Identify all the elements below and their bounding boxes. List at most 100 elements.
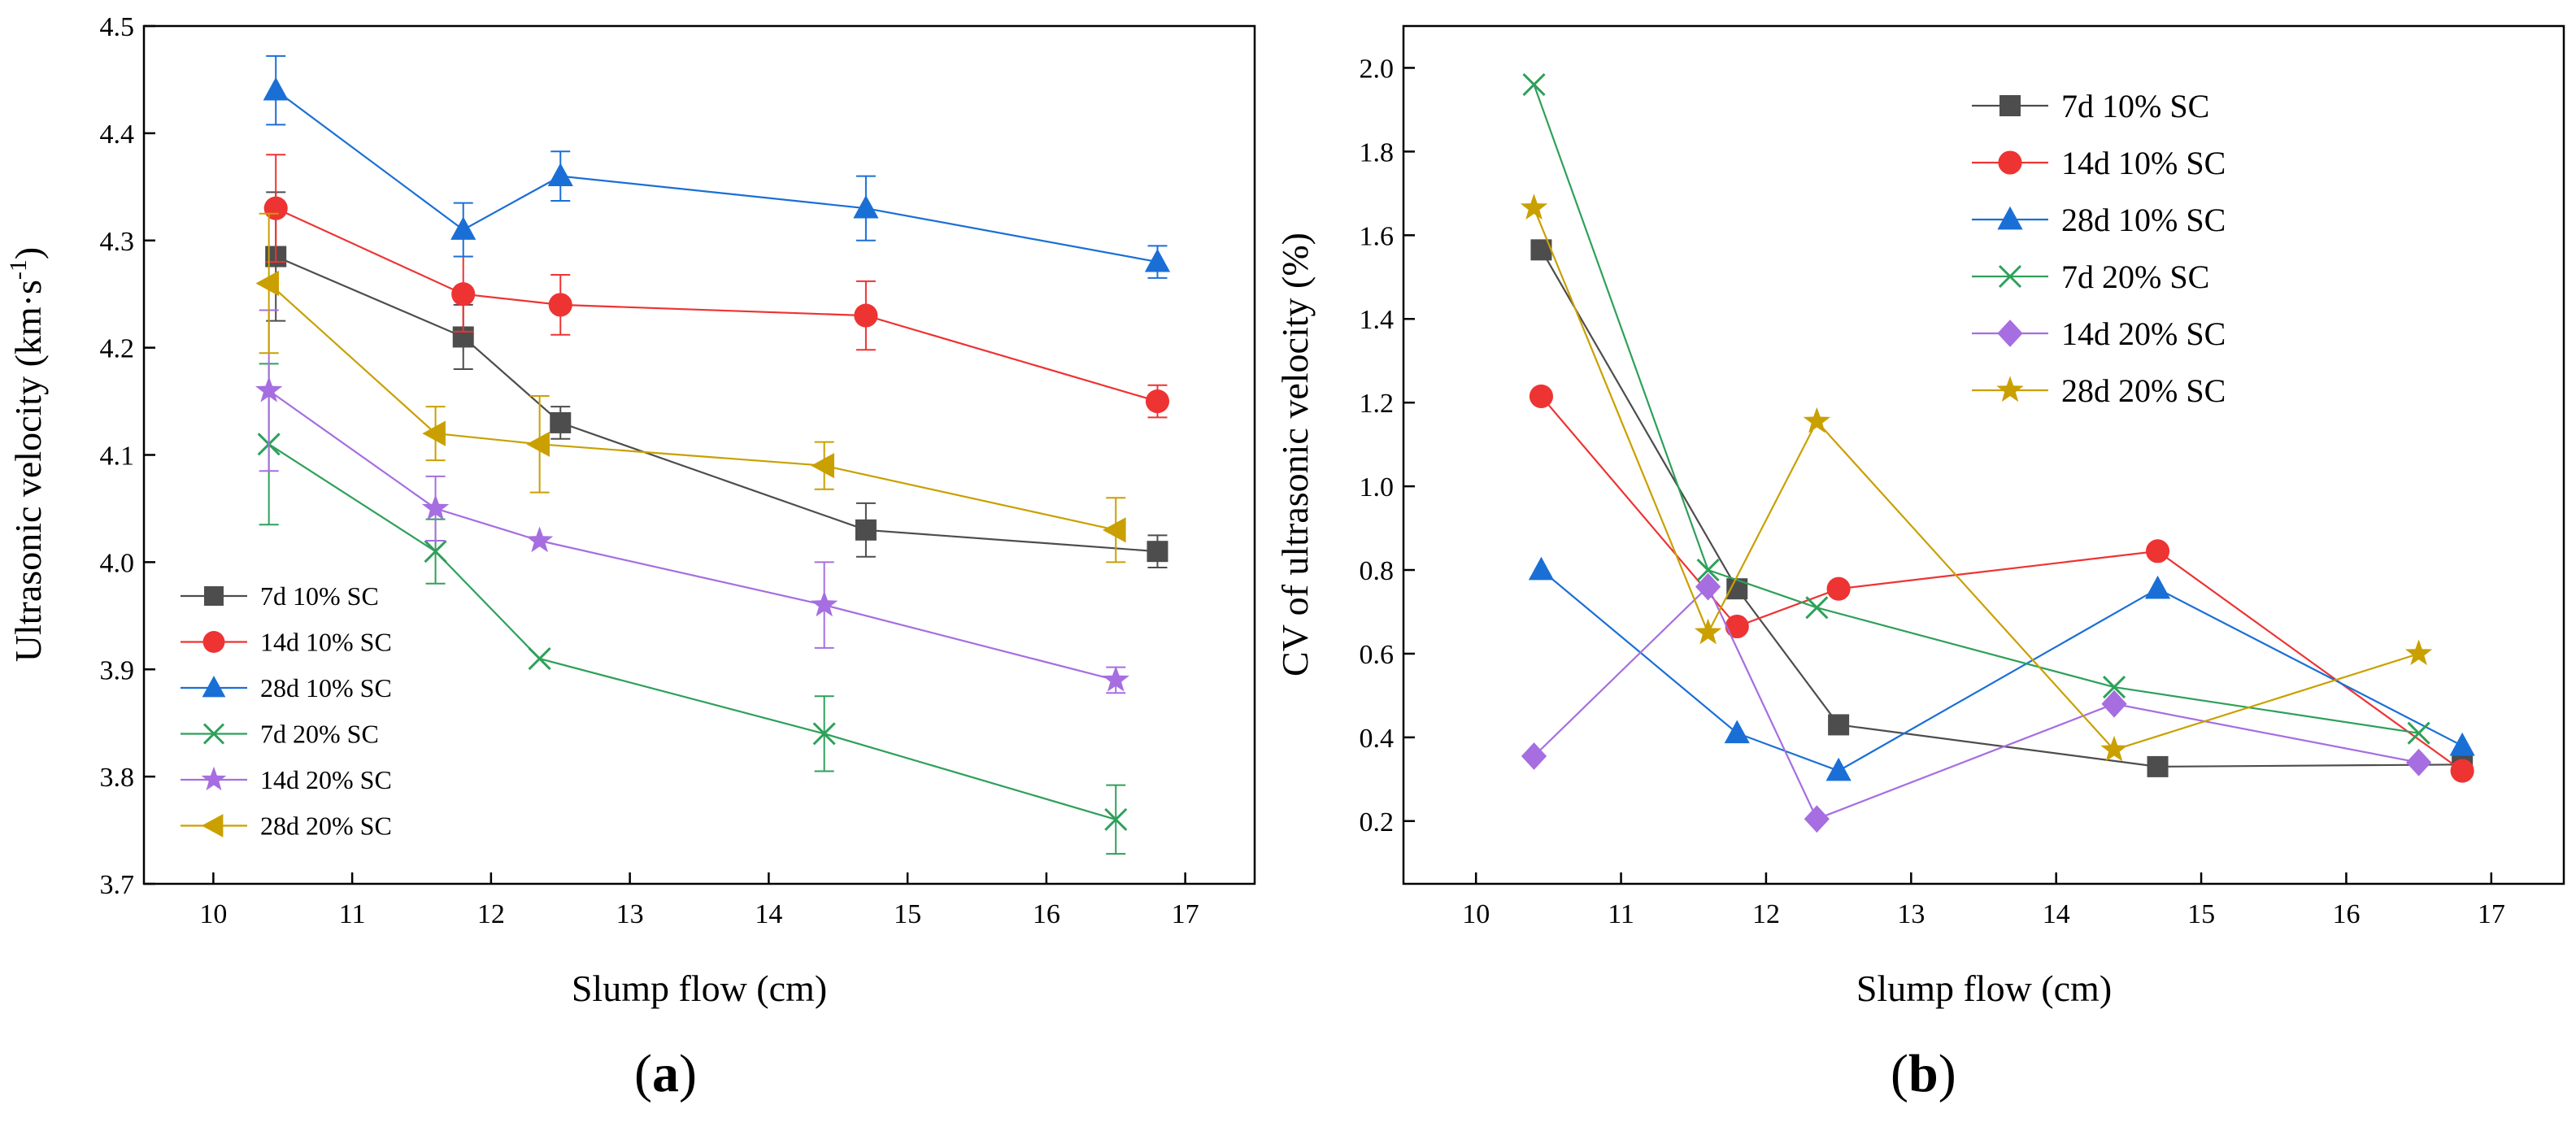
panel-a-point-7d-20pct-sc [812, 722, 836, 746]
panel-b-line-7d-20pct-sc [1533, 84, 2419, 734]
panel-b-x-tick-label: 15 [2187, 899, 2215, 929]
panel-b-y-axis-title: CV of ultrasonic velocity (%) [1274, 233, 1316, 676]
panel-a-y-tick-label: 3.7 [100, 870, 135, 900]
panel-b-line-28d-20pct-sc [1533, 207, 2419, 751]
panel-a-series-14d-20pct-sc [255, 309, 1129, 694]
panel-b-legend-label-14d-10pct-sc: 14d 10% SC [2061, 145, 2226, 181]
panel-a-legend-label-14d-20pct-sc: 14d 20% SC [260, 765, 392, 794]
panel-a-x-tick-label: 13 [616, 899, 644, 929]
panel-a-legend-label-28d-10pct-sc: 28d 10% SC [260, 673, 392, 703]
panel-a-chart: 3.7 3.8 3.9 4.0 4.1 4.2 4.3 4.4 4.5 10 11 12 13 14 15… [5, 12, 1256, 1103]
panel-b-legend-marker-14d-20pct-sc [1997, 320, 2023, 347]
panel-b-x-tick-label: 14 [2043, 899, 2070, 929]
panel-a-point-14d-20pct-sc [255, 376, 283, 402]
panel-b-legend-item-14d-20pct-sc: 14d 20% SC [1972, 315, 2226, 352]
panel-b-point-7d-20pct-sc [1696, 558, 1720, 582]
panel-b-point-14d-10pct-sc [2145, 539, 2170, 563]
panel-b-x-tick-label: 17 [2478, 899, 2505, 929]
panel-a-y-tick-label: 4.4 [100, 120, 135, 150]
panel-a-point-14d-10pct-sc [548, 293, 572, 317]
panel-b-line-14d-20pct-sc [1533, 585, 2419, 820]
panel-a-legend-marker-28d-20pct-sc [202, 814, 224, 837]
panel-a-point-14d-10pct-sc [854, 303, 878, 328]
panel-a-y-tick-label: 3.8 [100, 763, 135, 793]
panel-a-legend-label-7d-10pct-sc: 7d 10% SC [260, 581, 379, 611]
panel-b-point-28d-10pct-sc [2144, 575, 2171, 599]
panel-b-legend: 7d 10% SC 14d 10% SC 28d 10% SC 7d 20% SC 14… [1972, 88, 2226, 409]
panel-b-point-28d-20pct-sc [1520, 194, 1548, 220]
panel-b-x-tick-label: 13 [1897, 899, 1925, 929]
panel-a-point-7d-10pct-sc [550, 411, 572, 433]
panel-b-point-14d-10pct-sc [2450, 759, 2474, 783]
panel-b-series-7d-10pct-sc [1530, 239, 2474, 777]
panel-a-point-14d-20pct-sc [1102, 665, 1129, 692]
panel-a-line-7d-10pct-sc [275, 255, 1158, 553]
panel-a-legend-item-7d-20pct-sc: 7d 20% SC [181, 720, 379, 749]
panel-b-chart: 0.2 0.4 0.6 0.8 1.0 1.2 1.4 1.6 1.8 2.0 10 11 12 13 1… [1274, 24, 2565, 1103]
panel-a-y-tick-label: 4.5 [100, 12, 135, 42]
panel-a-point-28d-10pct-sc [547, 163, 573, 186]
panel-b-y-tick-label: 0.4 [1360, 724, 1395, 754]
panel-a-label: (a) [634, 1044, 697, 1103]
panel-a-legend-marker-14d-20pct-sc [201, 766, 227, 791]
panel-b-y-tick-label: 0.8 [1360, 556, 1395, 586]
panel-b-series-7d-20pct-sc [1522, 72, 2430, 745]
panel-a-legend-marker-7d-20pct-sc [202, 723, 225, 745]
panel-b-line-7d-10pct-sc [1540, 249, 2463, 768]
panel-b-point-28d-20pct-sc [1803, 407, 1831, 433]
panel-a-point-28d-10pct-sc [1144, 248, 1171, 272]
panel-b-point-14d-10pct-sc [1725, 614, 1749, 639]
panel-a-legend-marker-28d-10pct-sc [202, 676, 226, 698]
panel-b-y-tick-label: 1.0 [1360, 472, 1395, 502]
panel-a-legend-label-7d-20pct-sc: 7d 20% SC [260, 720, 379, 749]
panel-b-legend-item-7d-10pct-sc: 7d 10% SC [1972, 88, 2209, 124]
panel-a-point-14d-10pct-sc [451, 282, 476, 307]
panel-a-x-tick-label: 17 [1172, 899, 1199, 929]
panel-a-point-7d-10pct-sc [1147, 541, 1168, 563]
panel-b-legend-item-7d-20pct-sc: 7d 20% SC [1972, 259, 2209, 295]
panel-a-x-tick-label: 10 [199, 899, 227, 929]
panel-a-series-28d-10pct-sc [263, 54, 1171, 279]
panel-a-legend-label-14d-10pct-sc: 14d 10% SC [260, 628, 392, 657]
panel-b-point-7d-20pct-sc [1522, 72, 1546, 97]
panel-a-point-28d-10pct-sc [853, 194, 879, 219]
panel-a-point-14d-10pct-sc [1145, 389, 1170, 414]
panel-b-legend-label-7d-20pct-sc: 7d 20% SC [2061, 259, 2209, 295]
panel-b-legend-item-14d-10pct-sc: 14d 10% SC [1972, 145, 2226, 181]
panel-a-line-7d-20pct-sc [268, 443, 1116, 820]
panel-b-x-tick-label: 16 [2332, 899, 2360, 929]
panel-a-point-28d-20pct-sc [1103, 517, 1126, 543]
panel-a-legend-item-14d-10pct-sc: 14d 10% SC [181, 628, 392, 657]
panel-a-x-axis-title: Slump flow (cm) [572, 968, 827, 1009]
panel-b-y-tick-label: 0.6 [1360, 640, 1395, 670]
panel-a-series-28d-20pct-sc [255, 212, 1126, 563]
panel-b-point-28d-10pct-sc [1528, 556, 1555, 581]
panel-a-y-tick-label: 4.1 [100, 442, 135, 472]
panel-a-y-tick-label: 4.0 [100, 548, 135, 578]
panel-b-legend-marker-28d-20pct-sc [1996, 376, 2024, 402]
panel-a-y-axis-title: Ultrasonic velocity (km·s-1) [5, 247, 49, 662]
panel-a-line-28d-10pct-sc [275, 89, 1158, 263]
panel-a-point-28d-20pct-sc [422, 420, 446, 446]
panel-b-legend-item-28d-20pct-sc: 28d 20% SC [1972, 372, 2226, 409]
panel-b-x-axis-title: Slump flow (cm) [1856, 968, 2112, 1009]
panel-b-plot-frame [1402, 24, 2565, 885]
panel-a-point-7d-10pct-sc [855, 519, 877, 541]
panel-b-series-28d-20pct-sc [1520, 194, 2433, 762]
panel-b-legend-label-28d-10pct-sc: 28d 10% SC [2061, 202, 2226, 238]
panel-b-point-28d-20pct-sc [2100, 735, 2128, 762]
panel-b-legend-item-28d-10pct-sc: 28d 10% SC [1972, 202, 2226, 238]
panel-a-line-14d-20pct-sc [268, 389, 1116, 681]
panel-a-point-28d-20pct-sc [526, 431, 550, 457]
panel-b-point-14d-10pct-sc [1529, 384, 1554, 409]
panel-b-y-tick-label: 1.2 [1360, 389, 1395, 419]
panel-a-y-tick-label: 4.3 [100, 227, 135, 257]
panel-b-legend-marker-14d-10pct-sc [1998, 150, 2022, 175]
panel-b-point-14d-10pct-sc [1826, 576, 1851, 601]
panel-b-x-tick-label: 11 [1608, 899, 1634, 929]
panel-b-legend-marker-7d-10pct-sc [1999, 95, 2021, 116]
panel-a-legend-item-28d-20pct-sc: 28d 20% SC [181, 811, 392, 841]
panel-a-point-28d-20pct-sc [255, 270, 280, 297]
panel-a-x-tick-label: 15 [894, 899, 921, 929]
